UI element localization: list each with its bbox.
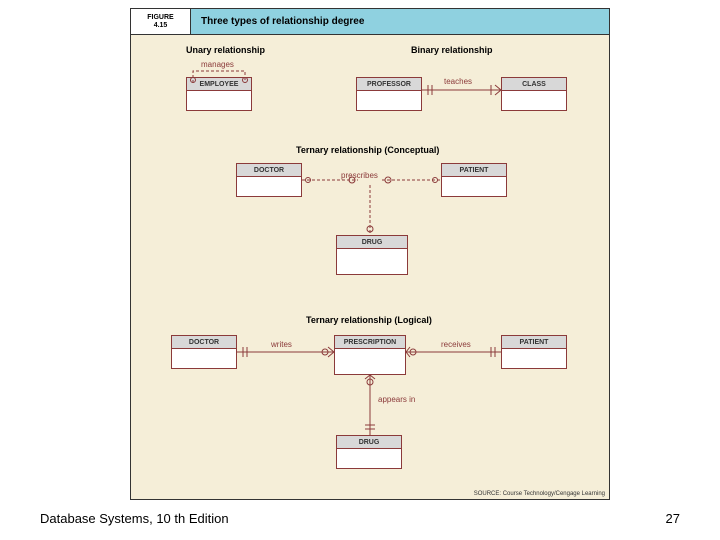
entity-body: [357, 91, 421, 110]
entity-drug1: DRUG: [336, 235, 408, 275]
entity-drug2: DRUG: [336, 435, 402, 469]
rel-appears-in: appears in: [378, 395, 415, 404]
entity-doctor1: DOCTOR: [236, 163, 302, 197]
rel-receives: receives: [441, 340, 471, 349]
entity-prescription: PRESCRIPTION: [334, 335, 406, 375]
entity-body: [337, 249, 407, 274]
rel-prescribes: prescribes: [341, 171, 378, 180]
rel-teaches: teaches: [444, 77, 472, 86]
rel-writes: writes: [271, 340, 292, 349]
entity-header: DOCTOR: [172, 336, 236, 349]
page-number: 27: [666, 511, 680, 526]
entity-body: [502, 91, 566, 110]
footer-text: Database Systems, 10 th Edition: [40, 511, 229, 526]
label-ternary-conceptual: Ternary relationship (Conceptual): [296, 145, 439, 155]
figure-label: FIGURE: [147, 14, 173, 22]
figure-number: 4.15: [154, 22, 168, 30]
entity-header: PRESCRIPTION: [335, 336, 405, 349]
entity-header: PATIENT: [442, 164, 506, 177]
entity-professor: PROFESSOR: [356, 77, 422, 111]
entity-header: CLASS: [502, 78, 566, 91]
entity-body: [337, 449, 401, 468]
entity-header: DRUG: [337, 236, 407, 249]
label-unary: Unary relationship: [186, 45, 265, 55]
entity-header: EMPLOYEE: [187, 78, 251, 91]
source-credit: SOURCE: Course Technology/Cengage Learni…: [474, 491, 605, 497]
entity-doctor2: DOCTOR: [171, 335, 237, 369]
figure-header: FIGURE 4.15 Three types of relationship …: [131, 9, 609, 35]
entity-patient2: PATIENT: [501, 335, 567, 369]
entity-body: [502, 349, 566, 368]
entity-employee: EMPLOYEE: [186, 77, 252, 111]
rel-manages: manages: [201, 60, 234, 69]
entity-header: PROFESSOR: [357, 78, 421, 91]
entity-body: [172, 349, 236, 368]
entity-body: [442, 177, 506, 196]
entity-header: DRUG: [337, 436, 401, 449]
entity-class: CLASS: [501, 77, 567, 111]
figure-container: FIGURE 4.15 Three types of relationship …: [130, 8, 610, 500]
entity-header: PATIENT: [502, 336, 566, 349]
entity-patient1: PATIENT: [441, 163, 507, 197]
entity-header: DOCTOR: [237, 164, 301, 177]
entity-body: [187, 91, 251, 110]
figure-number-box: FIGURE 4.15: [131, 9, 191, 34]
entity-body: [237, 177, 301, 196]
label-binary: Binary relationship: [411, 45, 493, 55]
label-ternary-logical: Ternary relationship (Logical): [306, 315, 432, 325]
diagram-area: Unary relationship Binary relationship T…: [131, 35, 609, 499]
figure-title: Three types of relationship degree: [191, 9, 609, 34]
entity-body: [335, 349, 405, 374]
